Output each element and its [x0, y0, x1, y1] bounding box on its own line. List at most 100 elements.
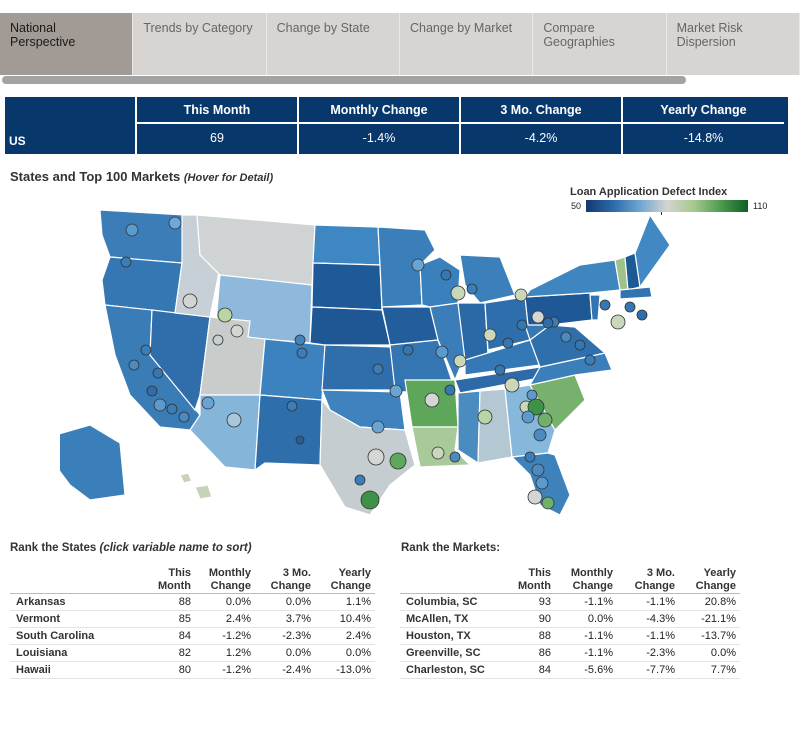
market-marker[interactable]: [449, 451, 461, 463]
us-choropleth-map[interactable]: [60, 195, 670, 525]
market-marker[interactable]: [541, 496, 555, 510]
state-hawaii[interactable]: [179, 472, 213, 500]
state-texas[interactable]: [319, 398, 416, 516]
market-marker[interactable]: [389, 452, 407, 470]
market-marker[interactable]: [146, 385, 158, 397]
sort-yearly-change[interactable]: Yearly Change: [315, 563, 375, 594]
market-marker[interactable]: [296, 347, 308, 359]
market-marker[interactable]: [435, 345, 449, 359]
table-row[interactable]: Houston, TX 88 -1.1% -1.1% -13.7%: [400, 626, 740, 644]
state-nebraska[interactable]: [309, 306, 391, 346]
market-marker[interactable]: [440, 269, 452, 281]
table-row[interactable]: McAllen, TX 90 0.0% -4.3% -21.1%: [400, 609, 740, 627]
market-marker[interactable]: [217, 307, 233, 323]
tab-compare-geographies[interactable]: Compare Geographies: [533, 13, 667, 75]
market-marker[interactable]: [531, 463, 545, 477]
sort-3mo-change[interactable]: 3 Mo. Change: [617, 563, 679, 594]
market-marker[interactable]: [402, 344, 414, 356]
market-marker[interactable]: [535, 476, 549, 490]
table-row[interactable]: Charleston, SC 84 -5.6% -7.7% 7.7%: [400, 660, 740, 679]
market-marker[interactable]: [120, 256, 132, 268]
market-marker[interactable]: [502, 337, 514, 349]
state-massachusetts[interactable]: [619, 286, 653, 300]
state-iowa[interactable]: [381, 306, 439, 346]
table-row[interactable]: Louisiana 82 1.2% 0.0% 0.0%: [10, 643, 375, 661]
tab-trends-by-category[interactable]: Trends by Category: [133, 13, 267, 75]
market-marker[interactable]: [527, 398, 545, 416]
market-marker[interactable]: [371, 420, 385, 434]
sort-monthly-change[interactable]: Monthly Change: [195, 563, 255, 594]
sort-this-month[interactable]: This Month: [135, 563, 195, 594]
market-marker[interactable]: [389, 384, 403, 398]
market-marker[interactable]: [444, 384, 456, 396]
market-marker[interactable]: [153, 398, 167, 412]
market-marker[interactable]: [624, 301, 636, 313]
market-marker[interactable]: [533, 428, 547, 442]
state-kansas[interactable]: [321, 344, 396, 391]
market-marker[interactable]: [431, 446, 445, 460]
market-marker[interactable]: [372, 363, 384, 375]
tab-change-by-market[interactable]: Change by Market: [399, 13, 534, 75]
table-row[interactable]: Hawaii 80 -1.2% -2.4% -13.0%: [10, 660, 375, 679]
state-wisconsin[interactable]: [419, 256, 461, 308]
market-marker[interactable]: [494, 364, 506, 376]
market-marker[interactable]: [295, 435, 305, 445]
state-oregon[interactable]: [101, 256, 183, 314]
market-marker[interactable]: [483, 328, 497, 342]
market-marker[interactable]: [504, 377, 520, 393]
table-row[interactable]: Columbia, SC 93 -1.1% -1.1% 20.8%: [400, 592, 740, 610]
sort-monthly-change[interactable]: Monthly Change: [555, 563, 617, 594]
state-mississippi[interactable]: [457, 390, 481, 465]
market-marker[interactable]: [367, 448, 385, 466]
state-michigan[interactable]: [459, 254, 516, 304]
market-marker[interactable]: [526, 389, 538, 401]
market-marker[interactable]: [524, 451, 536, 463]
market-marker[interactable]: [453, 354, 467, 368]
sort-3mo-change[interactable]: 3 Mo. Change: [255, 563, 315, 594]
market-marker[interactable]: [286, 400, 298, 412]
state-new-york[interactable]: [523, 259, 621, 298]
market-marker[interactable]: [584, 354, 596, 366]
table-row[interactable]: Vermont 85 2.4% 3.7% 10.4%: [10, 609, 375, 627]
market-marker[interactable]: [514, 288, 528, 302]
state-new-mexico[interactable]: [254, 394, 323, 472]
market-marker[interactable]: [560, 331, 572, 343]
market-marker[interactable]: [610, 314, 626, 330]
market-marker[interactable]: [466, 283, 478, 295]
market-marker[interactable]: [574, 339, 586, 351]
market-marker[interactable]: [128, 359, 140, 371]
market-marker[interactable]: [516, 319, 528, 331]
market-marker[interactable]: [182, 293, 198, 309]
market-marker[interactable]: [411, 258, 425, 272]
state-maine[interactable]: [634, 213, 670, 289]
tab-change-by-state[interactable]: Change by State: [266, 13, 400, 75]
market-marker[interactable]: [450, 285, 466, 301]
horizontal-scrollbar[interactable]: [2, 76, 686, 84]
market-marker[interactable]: [226, 412, 242, 428]
market-marker[interactable]: [125, 223, 139, 237]
market-marker[interactable]: [537, 412, 553, 428]
state-arizona[interactable]: [189, 394, 261, 471]
market-marker[interactable]: [230, 324, 244, 338]
market-marker[interactable]: [168, 216, 182, 230]
sort-yearly-change[interactable]: Yearly Change: [679, 563, 740, 594]
market-marker[interactable]: [166, 403, 178, 415]
table-row[interactable]: Greenville, SC 86 -1.1% -2.3% 0.0%: [400, 643, 740, 661]
market-marker[interactable]: [152, 367, 164, 379]
market-marker[interactable]: [636, 309, 648, 321]
market-marker[interactable]: [521, 410, 535, 424]
market-marker[interactable]: [354, 474, 366, 486]
market-marker[interactable]: [360, 490, 380, 510]
market-marker[interactable]: [599, 299, 611, 311]
table-row[interactable]: Arkansas 88 0.0% 0.0% 1.1%: [10, 592, 375, 610]
market-marker[interactable]: [527, 489, 543, 505]
market-marker[interactable]: [294, 334, 306, 346]
market-marker[interactable]: [531, 310, 545, 324]
market-marker[interactable]: [140, 344, 152, 356]
state-alaska[interactable]: [60, 424, 126, 501]
market-marker[interactable]: [201, 396, 215, 410]
tab-national-perspective[interactable]: National Perspective: [0, 13, 134, 75]
sort-this-month[interactable]: This Month: [505, 563, 555, 594]
market-marker[interactable]: [424, 392, 440, 408]
market-marker[interactable]: [477, 409, 493, 425]
